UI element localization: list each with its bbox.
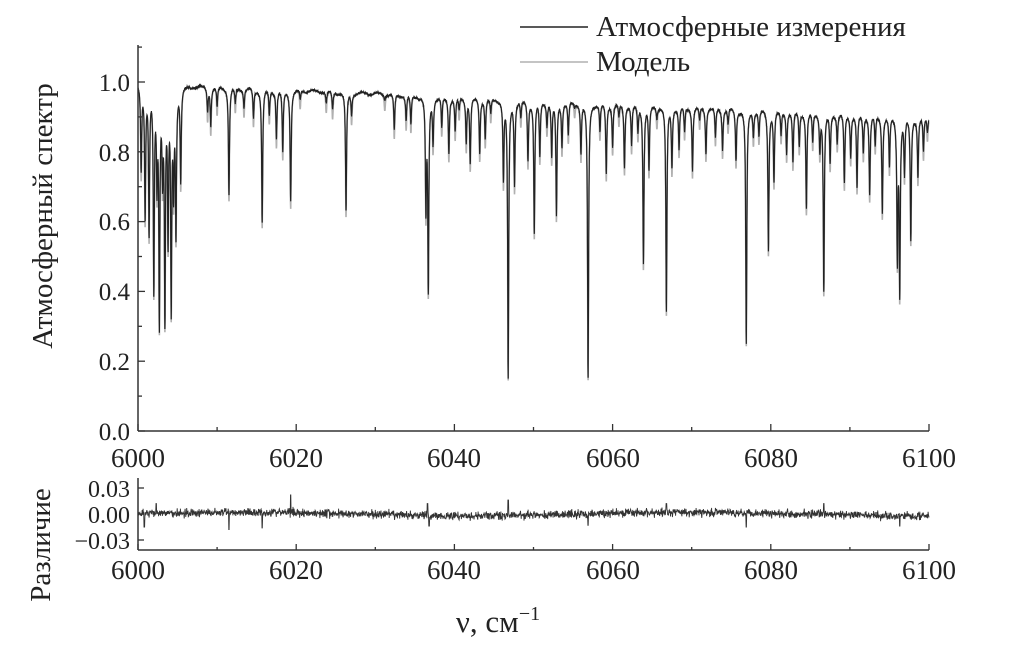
x-tick-label: 6080 [744,443,798,473]
y-tick-label: 0.6 [99,209,130,236]
spectrum-ticks [137,46,930,432]
x-tick-label: 6020 [269,443,323,473]
x-tick-label: 6060 [586,443,640,473]
x-tick-label: 6000 [111,555,165,585]
residual-line [137,494,930,531]
y-tick-label: 0.03 [88,477,130,503]
y-tick-label: 1.0 [99,70,130,97]
y-tick-label: 0.8 [99,140,130,167]
spectrum-panel: 6000 6020 6040 6060 6080 6100 0.0 0.2 0.… [27,11,956,473]
x-tick-label: 6100 [902,443,956,473]
residual-series [137,494,930,531]
y-tick-label: 0.00 [88,503,130,529]
spectrum-x-tick-labels: 6000 6020 6040 6060 6080 6100 [111,443,956,473]
residual-panel: 6000 6020 6040 6060 6080 6100 0.03 0.00 … [25,477,956,639]
x-tick-label: 6060 [586,555,640,585]
x-tick-label: 6000 [111,443,165,473]
measurement-line [137,83,930,379]
x-tick-label: 6020 [269,555,323,585]
y-axis-title-spectrum: Атмосферный спектр [27,83,59,348]
y-tick-label: 0.4 [99,279,131,306]
residual-ticks [137,487,930,550]
x-axis-title-exponent: −1 [519,603,540,625]
legend: Атмосферные измерения Модель [520,11,906,78]
y-tick-label: 0.0 [99,419,130,446]
x-tick-label: 6040 [427,443,481,473]
x-axis-title: ν, см−1 [456,603,540,639]
residual-x-tick-labels: 6000 6020 6040 6060 6080 6100 [111,555,956,585]
y-axis-title-residual: Различие [25,488,57,601]
y-tick-label: −0.03 [74,529,130,555]
residual-y-tick-labels: 0.03 0.00 −0.03 [74,477,130,555]
x-axis-title-main: ν, см [456,604,519,639]
x-tick-label: 6080 [744,555,798,585]
legend-label-model: Модель [596,46,690,78]
x-tick-label: 6040 [427,555,481,585]
y-tick-label: 0.2 [99,349,130,376]
spectrum-y-tick-labels: 0.0 0.2 0.4 0.6 0.8 1.0 [99,70,131,446]
x-tick-label: 6100 [902,555,956,585]
measurement-series [137,83,930,379]
legend-label-measurements: Атмосферные измерения [596,11,906,43]
